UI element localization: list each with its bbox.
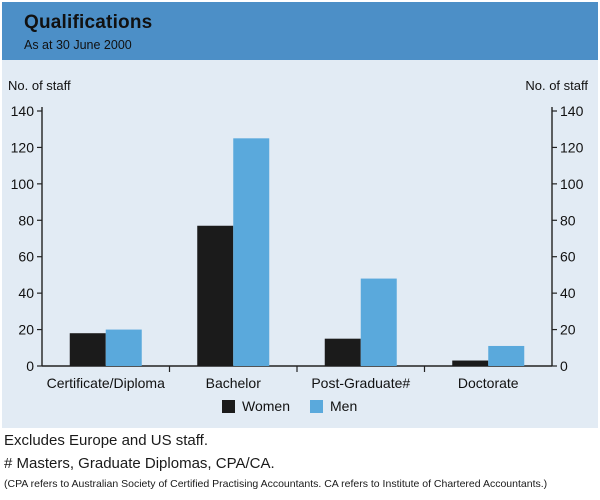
y-tick-label-left: 60 — [18, 249, 34, 265]
y-tick-label-left: 80 — [18, 212, 34, 228]
y-tick-label-left: 40 — [18, 285, 34, 301]
y-axis-title-right: No. of staff — [525, 78, 588, 93]
x-tick-label: Certificate/Diploma — [47, 375, 165, 391]
x-tick-label: Post-Graduate# — [311, 375, 410, 391]
footnote-postgraduate: # Masters, Graduate Diplomas, CPA/CA. — [4, 455, 275, 472]
y-tick-label-right: 140 — [560, 103, 584, 119]
y-tick-label-left: 0 — [26, 358, 34, 374]
y-tick-label-right: 60 — [560, 249, 576, 265]
legend-swatch-men — [310, 400, 323, 413]
bars — [69, 138, 525, 366]
legend-swatch-women — [222, 400, 235, 413]
legend: Women Men — [222, 398, 357, 414]
footnote-abbreviations: (CPA refers to Australian Society of Cer… — [4, 478, 548, 490]
y-tick-label-right: 40 — [560, 285, 576, 301]
bar-women-0 — [69, 333, 106, 366]
x-tick-label: Doctorate — [458, 375, 519, 391]
bar-men-1 — [233, 138, 270, 366]
bar-women-2 — [324, 338, 361, 366]
y-tick-label-left: 20 — [18, 322, 34, 338]
y-axis-title-left: No. of staff — [8, 78, 71, 93]
legend-label-men: Men — [330, 398, 357, 414]
qualifications-chart: No. of staff No. of staff 0 0 20 20 40 40 60 60 80… — [8, 78, 588, 414]
bar-men-2 — [360, 278, 397, 366]
y-tick-label-right: 20 — [560, 322, 576, 338]
legend-label-women: Women — [242, 398, 290, 414]
y-tick-label-right: 100 — [560, 176, 584, 192]
y-tick-label-right: 120 — [560, 139, 584, 155]
y-tick-label-left: 120 — [11, 139, 35, 155]
bar-men-3 — [488, 345, 525, 366]
y-tick-label-left: 140 — [11, 103, 35, 119]
labels: No. of staff No. of staff 0 0 20 20 40 40 60 60 80… — [8, 78, 588, 391]
bar-women-1 — [197, 225, 234, 366]
footnote-exclusions: Excludes Europe and US staff. — [4, 432, 209, 449]
y-tick-label-left: 100 — [11, 176, 35, 192]
chart-subtitle: As at 30 June 2000 — [24, 38, 132, 52]
x-tick-label: Bachelor — [206, 375, 262, 391]
bar-men-0 — [105, 329, 142, 366]
y-tick-label-right: 80 — [560, 212, 576, 228]
chart-header: Qualifications As at 30 June 2000 — [2, 2, 598, 60]
y-tick-label-right: 0 — [560, 358, 568, 374]
bar-women-3 — [452, 360, 489, 366]
chart-title: Qualifications — [24, 12, 153, 33]
